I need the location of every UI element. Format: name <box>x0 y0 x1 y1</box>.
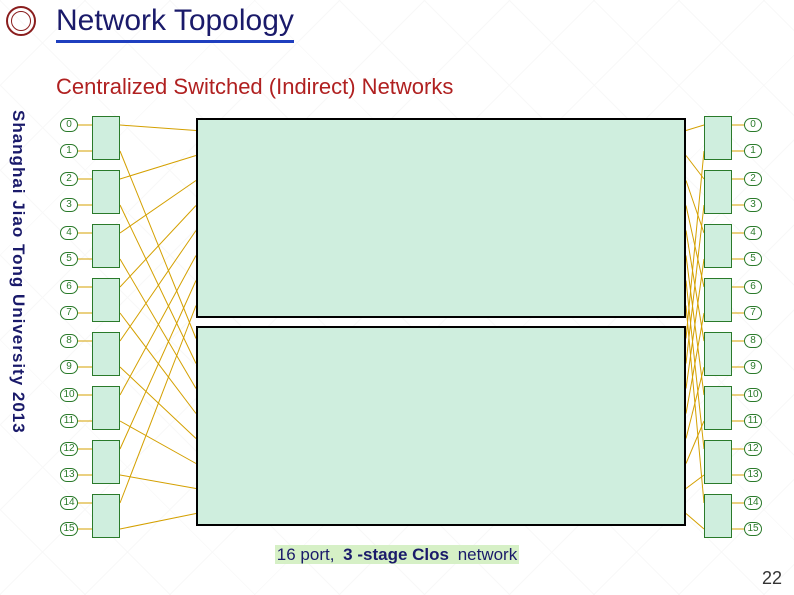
output-switch-4 <box>704 332 732 376</box>
right-port-6: 6 <box>744 280 762 294</box>
left-port-14: 14 <box>60 496 78 510</box>
left-port-11: 11 <box>60 414 78 428</box>
university-logo <box>6 6 36 36</box>
page-title: Network Topology <box>56 4 294 43</box>
right-port-2: 2 <box>744 172 762 186</box>
left-port-13: 13 <box>60 468 78 482</box>
right-port-5: 5 <box>744 252 762 266</box>
left-port-15: 15 <box>60 522 78 536</box>
right-port-1: 1 <box>744 144 762 158</box>
output-switch-7 <box>704 494 732 538</box>
left-port-4: 4 <box>60 226 78 240</box>
input-switch-2 <box>92 224 120 268</box>
output-switch-3 <box>704 278 732 322</box>
output-switch-0 <box>704 116 732 160</box>
right-port-14: 14 <box>744 496 762 510</box>
side-text: Shanghai Jiao Tong University 2013 <box>8 110 28 434</box>
left-port-6: 6 <box>60 280 78 294</box>
output-switch-2 <box>704 224 732 268</box>
right-port-8: 8 <box>744 334 762 348</box>
right-port-3: 3 <box>744 198 762 212</box>
left-port-10: 10 <box>60 388 78 402</box>
output-switch-1 <box>704 170 732 214</box>
left-port-9: 9 <box>60 360 78 374</box>
input-switch-1 <box>92 170 120 214</box>
right-port-9: 9 <box>744 360 762 374</box>
left-port-3: 3 <box>60 198 78 212</box>
right-port-11: 11 <box>744 414 762 428</box>
left-port-12: 12 <box>60 442 78 456</box>
output-switch-6 <box>704 440 732 484</box>
clos-diagram: 0011223344556677889910101111121213131414… <box>46 108 776 538</box>
right-port-0: 0 <box>744 118 762 132</box>
page-subtitle: Centralized Switched (Indirect) Networks <box>56 74 453 100</box>
input-switch-0 <box>92 116 120 160</box>
input-switch-4 <box>92 332 120 376</box>
caption-bold: 3 -stage Clos <box>343 545 449 564</box>
diagram-caption: 16 port, 3 -stage Clos network <box>0 545 794 565</box>
middle-switch-1 <box>196 326 686 526</box>
output-switch-5 <box>704 386 732 430</box>
right-port-13: 13 <box>744 468 762 482</box>
left-port-8: 8 <box>60 334 78 348</box>
right-port-15: 15 <box>744 522 762 536</box>
right-port-7: 7 <box>744 306 762 320</box>
left-port-7: 7 <box>60 306 78 320</box>
right-port-12: 12 <box>744 442 762 456</box>
right-port-4: 4 <box>744 226 762 240</box>
caption-prefix: 16 port, <box>275 545 341 564</box>
page-number: 22 <box>762 568 782 589</box>
input-switch-6 <box>92 440 120 484</box>
left-port-1: 1 <box>60 144 78 158</box>
left-port-2: 2 <box>60 172 78 186</box>
input-switch-3 <box>92 278 120 322</box>
input-switch-7 <box>92 494 120 538</box>
left-port-5: 5 <box>60 252 78 266</box>
input-switch-5 <box>92 386 120 430</box>
middle-switch-0 <box>196 118 686 318</box>
left-port-0: 0 <box>60 118 78 132</box>
caption-suffix: network <box>451 545 519 564</box>
right-port-10: 10 <box>744 388 762 402</box>
